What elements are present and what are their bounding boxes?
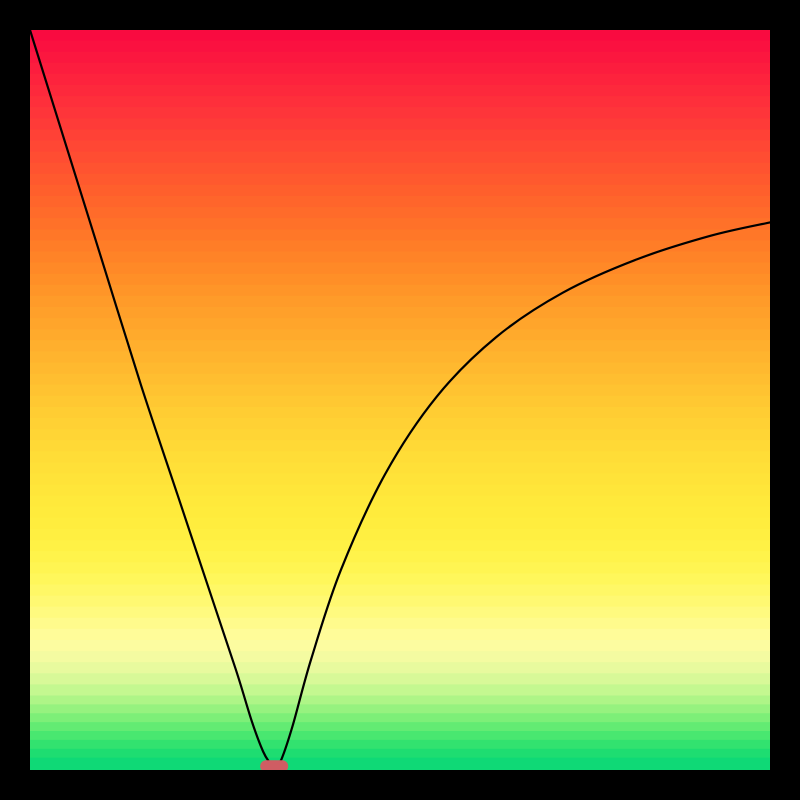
chart-svg (0, 0, 800, 800)
chart-frame: TheBottleneck.com (0, 0, 800, 800)
